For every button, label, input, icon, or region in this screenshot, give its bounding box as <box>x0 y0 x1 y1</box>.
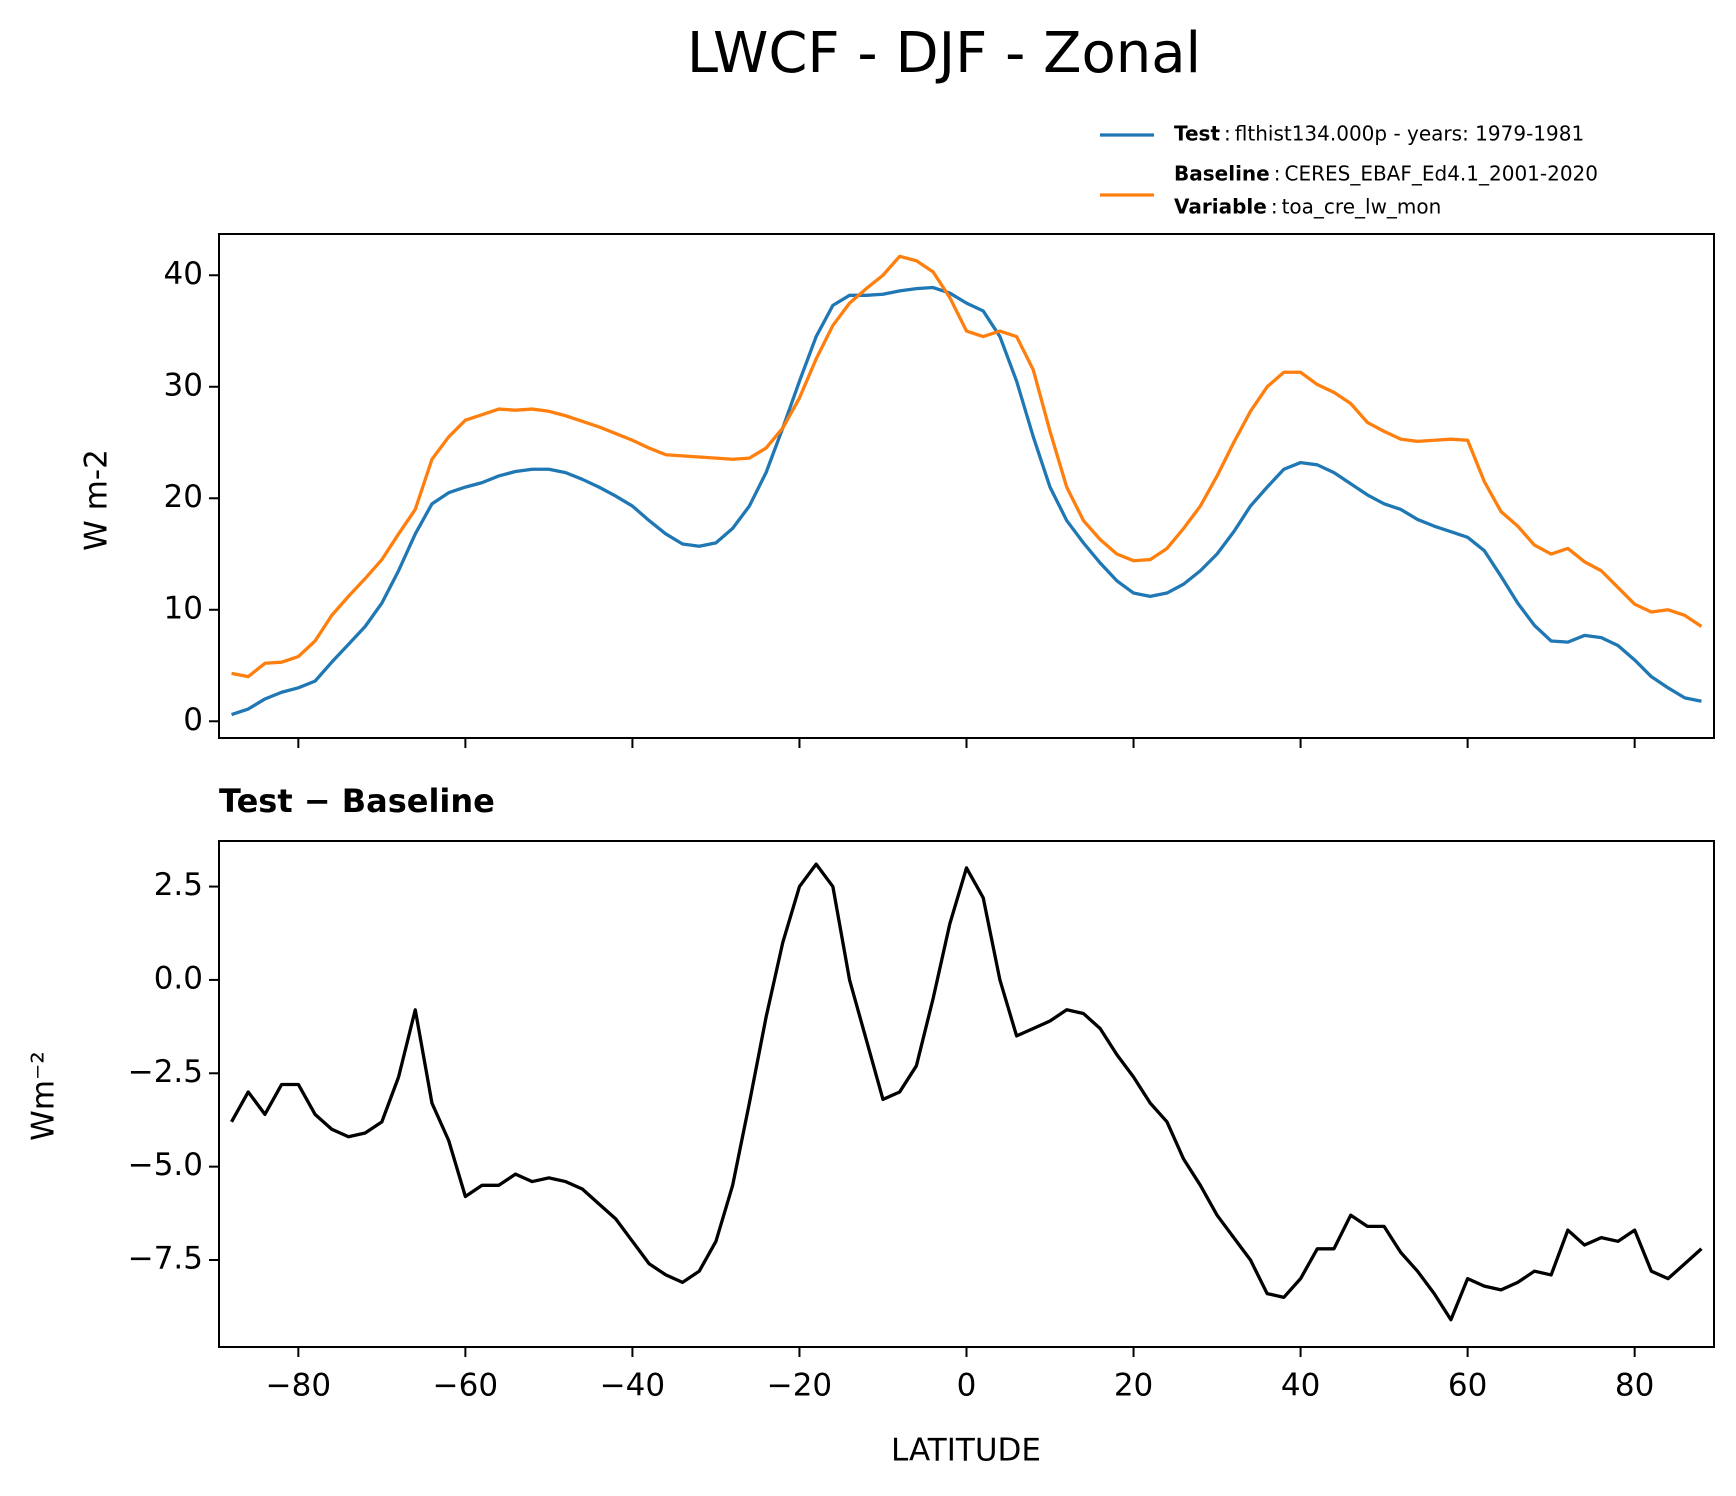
x-tick-label: 40 <box>1281 1368 1320 1404</box>
legend-label: Variable <box>1174 195 1267 219</box>
legend-separator: : <box>1224 122 1231 146</box>
x-tick-label: 80 <box>1615 1368 1654 1404</box>
panel-title: Test − Baseline <box>219 782 495 820</box>
y-tick-label: 40 <box>164 256 203 292</box>
y-tick-label: 30 <box>164 367 203 403</box>
y-tick-label: 10 <box>164 590 203 626</box>
data-line <box>231 285 1702 717</box>
y-tick-label: −2.5 <box>128 1054 203 1090</box>
y-tick-label: 20 <box>164 479 203 515</box>
y-tick-label: 2.5 <box>154 867 203 903</box>
legend-description: CERES_EBAF_Ed4.1_2001-2020 <box>1284 162 1598 186</box>
data-line <box>230 862 1703 1322</box>
y-tick-label: 0 <box>183 702 203 738</box>
axes-frame <box>218 840 1715 1348</box>
legend-label: Test <box>1174 122 1220 146</box>
legend-separator: : <box>1271 195 1278 219</box>
x-axis-label: LATITUDE <box>891 1433 1041 1469</box>
axes-frame <box>218 233 1715 739</box>
legend-separator: : <box>1274 162 1281 186</box>
x-tick-label: 60 <box>1448 1368 1487 1404</box>
x-tick-label: −60 <box>433 1368 498 1404</box>
y-axis-label: W m-2 <box>79 449 115 551</box>
figure-title: LWCF - DJF - Zonal <box>687 21 1201 86</box>
x-tick-label: −20 <box>767 1368 832 1404</box>
data-line <box>231 254 1703 679</box>
y-axis-label: Wm⁻² <box>26 1051 62 1141</box>
x-tick-label: 0 <box>957 1368 977 1404</box>
legend-description: toa_cre_lw_mon <box>1282 195 1442 219</box>
y-tick-label: 0.0 <box>154 960 203 996</box>
legend-description: flthist134.000p - years: 1979-1981 <box>1235 122 1584 146</box>
x-tick-label: 20 <box>1114 1368 1153 1404</box>
x-tick-label: −40 <box>600 1368 665 1404</box>
y-tick-label: −7.5 <box>128 1240 203 1276</box>
x-tick-label: −80 <box>266 1368 331 1404</box>
y-tick-label: −5.0 <box>128 1147 203 1183</box>
legend-label: Baseline <box>1174 162 1270 186</box>
